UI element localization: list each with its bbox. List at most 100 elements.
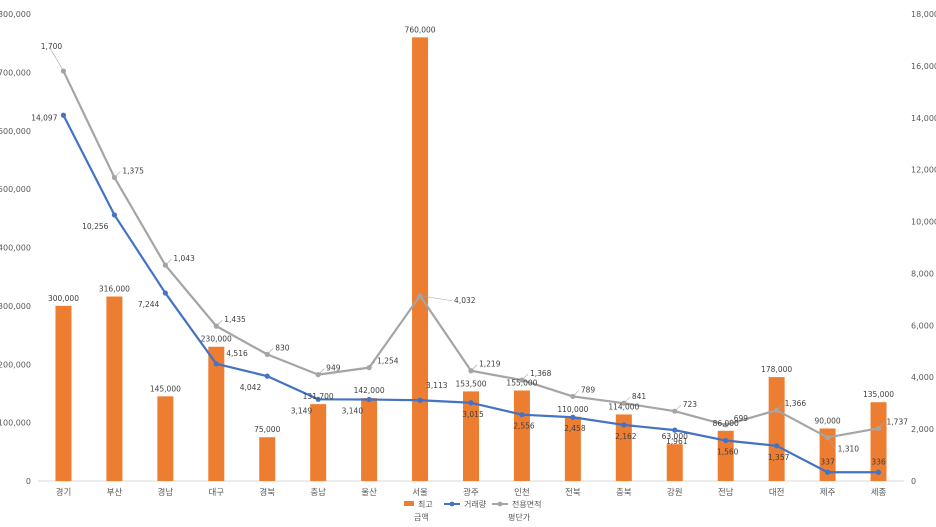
legend-label: 전용면적 xyxy=(512,499,541,509)
bar-data-label: 135,000 xyxy=(863,390,894,399)
x-tick-label: 충북 xyxy=(616,488,632,498)
y-right-tick-label: 16,000 xyxy=(911,62,936,71)
bar-data-label: 110,000 xyxy=(557,405,588,414)
y-left-tick-label: 600,000 xyxy=(0,127,31,136)
line-data-label: 789 xyxy=(581,385,596,394)
leader-line xyxy=(470,364,478,371)
bar xyxy=(819,428,836,481)
bar xyxy=(55,305,72,481)
line-data-label: 1,368 xyxy=(530,369,552,378)
bar xyxy=(870,402,887,481)
x-tick-label: 경남 xyxy=(158,487,174,498)
bar xyxy=(666,444,683,481)
series-point xyxy=(111,212,118,218)
line-data-label: 4,516 xyxy=(226,349,248,358)
y-left-tick-label: 200,000 xyxy=(0,360,31,369)
bar-data-label: 230,000 xyxy=(201,335,232,344)
bar xyxy=(412,37,429,481)
x-tick-label: 경북 xyxy=(259,487,275,498)
leader-line xyxy=(165,258,172,266)
legend-swatch-point xyxy=(497,501,503,507)
leader-line xyxy=(572,390,580,397)
x-tick-label: 울산 xyxy=(361,487,377,498)
leader-line xyxy=(827,437,836,450)
bar-data-label: 131,700 xyxy=(303,392,334,401)
bar xyxy=(717,430,734,481)
legend-label: 평단가 xyxy=(508,512,531,522)
x-tick-label: 제주 xyxy=(820,488,836,498)
legend-swatch-bar xyxy=(404,501,414,506)
line-data-label: 723 xyxy=(683,400,698,409)
leader-line xyxy=(368,361,376,368)
x-tick-label: 인천 xyxy=(514,487,530,498)
line-data-label: 949 xyxy=(326,364,341,373)
series-point xyxy=(315,396,321,402)
bar-data-label: 75,000 xyxy=(254,425,280,434)
line-data-label: 841 xyxy=(632,392,647,401)
line-data-label: 2,162 xyxy=(615,432,637,441)
y-right-tick-label: 12,000 xyxy=(911,166,936,175)
series-point xyxy=(519,412,525,418)
x-tick-label: 전북 xyxy=(565,487,581,498)
leader-line xyxy=(267,348,274,355)
legend-label: 금액 xyxy=(414,512,429,522)
bar xyxy=(259,437,276,481)
bar-data-label: 760,000 xyxy=(405,25,436,34)
y-right-tick-label: 6,000 xyxy=(911,321,934,330)
line-data-label: 3,140 xyxy=(342,407,364,416)
line-data-label: 336 xyxy=(871,457,886,466)
line-data-label: 3,149 xyxy=(291,406,313,415)
bar-data-label: 155,000 xyxy=(506,379,537,388)
bar-data-label: 63,000 xyxy=(662,432,688,441)
line-data-label: 830 xyxy=(275,343,290,352)
x-tick-label: 서울 xyxy=(412,488,428,498)
y-right-tick-label: 10,000 xyxy=(911,218,936,227)
series-point xyxy=(213,361,219,367)
y-right-tick-label: 2,000 xyxy=(911,425,934,434)
line-data-label: 1,375 xyxy=(122,166,144,175)
line-data-label: 1,700 xyxy=(41,42,63,51)
y-left-tick-label: 500,000 xyxy=(0,185,31,194)
bar-data-label: 90,000 xyxy=(814,416,840,425)
line-data-label: 3,113 xyxy=(426,381,448,390)
bar-data-label: 114,000 xyxy=(608,402,639,411)
y-left-tick-label: 0 xyxy=(26,477,31,486)
leader-line xyxy=(49,46,64,72)
series-point xyxy=(366,396,372,403)
x-tick-label: 대구 xyxy=(208,488,224,498)
series-point xyxy=(824,469,831,475)
line-data-label: 7,244 xyxy=(138,300,160,309)
bar-data-label: 145,000 xyxy=(150,384,181,393)
line-data-label: 1,310 xyxy=(838,444,860,453)
x-tick-label: 강원 xyxy=(667,487,683,498)
x-tick-label: 충남 xyxy=(310,488,326,498)
leader-line xyxy=(317,368,325,375)
bar-data-label: 300,000 xyxy=(48,294,79,303)
x-tick-label: 부산 xyxy=(107,487,123,498)
series-point xyxy=(672,427,678,433)
series-point xyxy=(264,373,270,379)
line-data-label: 337 xyxy=(820,457,835,466)
y-right-tick-label: 4,000 xyxy=(911,373,934,382)
line-data-label: 1,254 xyxy=(377,357,399,366)
series-point xyxy=(60,112,67,118)
series-point xyxy=(621,422,627,428)
y-right-tick-label: 18,000 xyxy=(911,10,936,19)
x-tick-label: 대전 xyxy=(769,487,785,498)
y-left-tick-label: 700,000 xyxy=(0,68,31,77)
bar xyxy=(157,396,174,481)
legend-label: 거래량 xyxy=(464,499,487,509)
line-data-label: 3,015 xyxy=(462,410,484,419)
line-data-label: 1,961 xyxy=(666,437,688,446)
line-data-label: 1,043 xyxy=(173,254,195,263)
legend-swatch-point xyxy=(449,501,455,507)
bar xyxy=(463,391,479,481)
line-data-label: 1,737 xyxy=(887,417,909,426)
line-data-label: 14,097 xyxy=(31,113,57,122)
y-left-tick-label: 800,000 xyxy=(0,10,31,19)
bar-data-label: 316,000 xyxy=(99,285,130,294)
y-left-tick-label: 300,000 xyxy=(0,302,31,311)
y-right-tick-label: 0 xyxy=(911,477,916,486)
series-point xyxy=(875,469,882,475)
line-data-label: 699 xyxy=(734,414,749,423)
